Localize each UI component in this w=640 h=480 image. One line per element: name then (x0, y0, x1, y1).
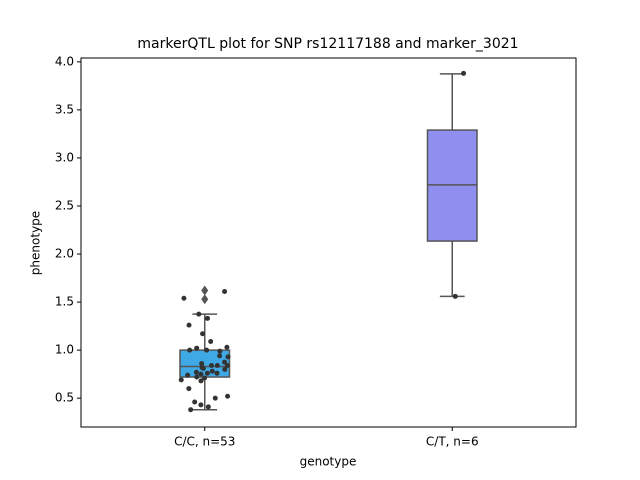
x-tick-label: C/T, n=6 (426, 435, 479, 449)
point (204, 370, 210, 376)
point (208, 338, 214, 344)
y-tick-label: 3.5 (55, 102, 74, 116)
point (198, 378, 204, 384)
y-tick-label: 3.0 (55, 150, 74, 164)
point (202, 375, 208, 381)
point (461, 70, 467, 76)
point (205, 404, 211, 410)
point (222, 359, 228, 365)
point (178, 377, 184, 383)
point (200, 365, 206, 371)
point (198, 402, 204, 408)
point (188, 407, 194, 413)
point (187, 347, 193, 353)
point (181, 295, 187, 301)
point (225, 393, 231, 399)
y-tick-label: 1.0 (55, 343, 74, 357)
point (198, 371, 204, 377)
point (186, 322, 192, 328)
point (224, 363, 230, 368)
plot-frame (80, 57, 577, 428)
point (214, 363, 220, 368)
y-tick-label: 4.0 (55, 54, 74, 68)
point (452, 293, 458, 299)
y-axis-label: phenotype (29, 211, 43, 275)
x-axis-label: genotype (300, 455, 357, 469)
point (193, 369, 199, 375)
point (204, 347, 210, 353)
chart-title: markerQTL plot for SNP rs12117188 and ma… (137, 36, 518, 52)
y-tick-label: 2.5 (55, 198, 74, 212)
point (217, 353, 223, 359)
point (214, 370, 220, 376)
point (185, 372, 191, 378)
point (225, 354, 231, 360)
point (194, 374, 200, 380)
point (200, 331, 206, 337)
flier (201, 285, 209, 296)
y-tick-label: 2.0 (55, 247, 74, 261)
point (212, 395, 218, 401)
y-tick-label: 1.5 (55, 295, 74, 309)
point (196, 311, 202, 317)
point (199, 361, 205, 367)
x-tick-label: C/C, n=53 (174, 435, 235, 449)
point (186, 386, 192, 392)
point (194, 345, 200, 351)
point (209, 368, 215, 374)
point (224, 344, 230, 350)
point (192, 399, 198, 405)
point (217, 348, 223, 354)
point (204, 315, 210, 321)
point (222, 366, 228, 372)
point (222, 289, 228, 295)
flier (201, 294, 209, 305)
y-tick-label: 0.5 (55, 391, 74, 405)
point (209, 363, 215, 368)
